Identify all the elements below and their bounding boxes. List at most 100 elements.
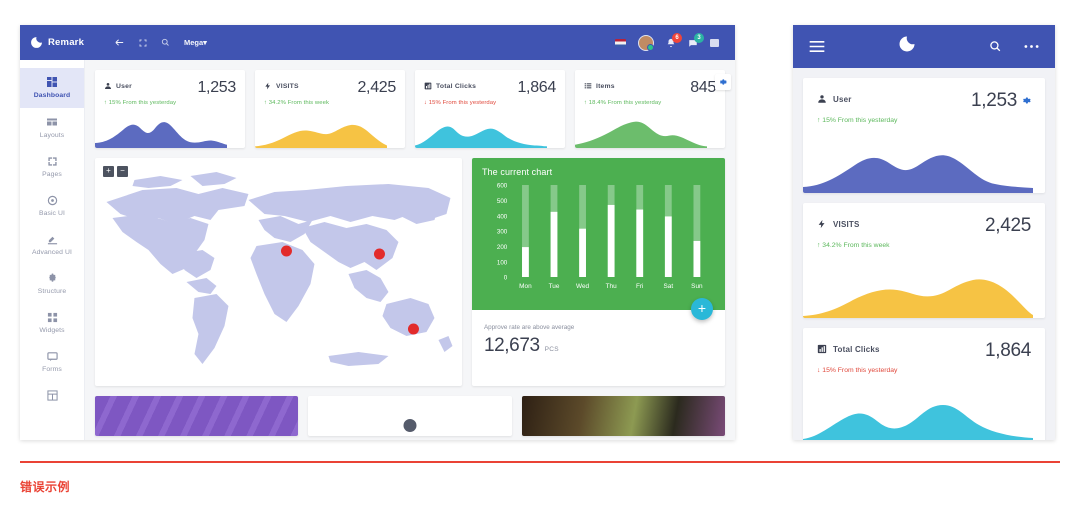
stat-card-value: 1,864: [517, 79, 556, 96]
stat-card-change: ↑ 34.2% From this week: [264, 100, 330, 106]
stat-card-value: 1,253: [197, 79, 236, 96]
mega-menu-label: Mega: [184, 38, 204, 47]
advanced-ui-icon: [47, 234, 58, 245]
mobile-card-value: 1,864: [984, 340, 1031, 361]
arrow-left-icon[interactable]: [114, 37, 125, 48]
moon-logo-icon: [31, 37, 42, 48]
palette-icon: [47, 195, 58, 206]
bell-icon[interactable]: 6: [666, 32, 682, 48]
white-avatar-card[interactable]: [308, 396, 512, 436]
stat-card-user[interactable]: User 1,253 ↑ 15% From this yesterday: [95, 70, 245, 148]
bar-chart-icon: [817, 344, 827, 354]
list-icon: [584, 82, 592, 90]
purple-striped-card[interactable]: [95, 396, 299, 436]
stat-card-visits[interactable]: VISITS 2,425 ↑ 34.2% From this week: [255, 70, 405, 148]
search-icon[interactable]: [161, 38, 170, 47]
desktop-content: User 1,253 ↑ 15% From this yesterday: [85, 60, 735, 440]
world-map: [106, 172, 453, 366]
chart-title: The current chart: [481, 167, 553, 177]
svg-text:200: 200: [497, 244, 508, 251]
mobile-card-value: 1,253: [970, 90, 1017, 111]
puzzle-icon: [47, 273, 58, 284]
marker-north-america: [280, 245, 292, 257]
sidebar-item-dashboard[interactable]: Dashboard: [20, 68, 84, 108]
brand-name: Remark: [48, 37, 85, 48]
stat-card-title: User: [116, 82, 132, 90]
user-icon: [104, 82, 112, 90]
sidebar-item-label: Structure: [37, 288, 67, 295]
stat-card-title: Items: [596, 82, 615, 90]
hamburger-menu-icon[interactable]: [809, 40, 825, 53]
flag-icon[interactable]: [615, 38, 626, 47]
expand-icon[interactable]: [139, 39, 147, 47]
stat-card-change: ↓ 15% From this yesterday: [424, 100, 497, 106]
mobile-dashboard-mock: User 1,253 ↑ 15% From this yesterday: [793, 25, 1055, 440]
bottom-card-row: [95, 396, 725, 436]
sidebar-item-label: Advanced UI: [31, 249, 73, 256]
mobile-card-visits[interactable]: VISITS 2,425 ↑ 34.2% From this week: [803, 203, 1045, 318]
pages-expand-icon: [47, 156, 58, 167]
bolt-icon: [817, 219, 827, 229]
avatar[interactable]: [638, 34, 654, 51]
mid-row: + −: [95, 158, 725, 386]
stat-card-items[interactable]: Items 845 ↑ 18.4% From this yesterday: [575, 70, 725, 148]
map-zoom-in-button[interactable]: +: [103, 166, 114, 177]
sparkline-total-clicks: [803, 405, 1033, 440]
chevron-down-icon: ▾: [203, 38, 207, 47]
sparkline-user: [95, 122, 227, 148]
gear-icon[interactable]: [1022, 90, 1031, 105]
layouts-icon: [46, 116, 58, 128]
desktop-topbar: Remark Mega▾: [20, 25, 735, 60]
svg-text:500: 500: [497, 198, 508, 205]
mobile-card-title: Total Clicks: [833, 344, 880, 354]
sidebar-item-pages[interactable]: Pages: [20, 148, 84, 187]
sidebar-item-widgets[interactable]: Widgets: [20, 304, 84, 343]
stat-card-value: 845: [690, 79, 716, 96]
sidebar-item-label: Pages: [42, 171, 62, 178]
sidebar-item-basic-ui[interactable]: Basic UI: [20, 187, 84, 226]
search-icon[interactable]: [989, 40, 1002, 53]
sidebar-item-tables[interactable]: [20, 382, 84, 414]
more-horizontal-icon[interactable]: [1024, 44, 1039, 49]
sidebar-item-label: Widgets: [39, 327, 65, 334]
svg-text:600: 600: [497, 183, 508, 190]
plus-icon[interactable]: +: [691, 298, 713, 320]
chart-footer-value: 12,673: [483, 335, 540, 356]
sidebar-item-forms[interactable]: Forms: [20, 343, 84, 382]
sidebar-item-structure[interactable]: Structure: [20, 265, 84, 304]
message-icon[interactable]: 3: [688, 32, 704, 48]
sidebar-item-layouts[interactable]: Layouts: [20, 108, 84, 148]
topbar-nav-icons: Mega▾: [114, 37, 207, 48]
gear-icon[interactable]: [715, 74, 731, 90]
sidebar-item-label: Basic UI: [38, 210, 66, 217]
map-zoom-out-button[interactable]: −: [117, 166, 128, 177]
svg-text:Sun: Sun: [691, 283, 703, 290]
svg-text:400: 400: [497, 213, 508, 220]
forms-icon: [46, 351, 58, 362]
mobile-card-user[interactable]: User 1,253 ↑ 15% From this yesterday: [803, 78, 1045, 193]
brand[interactable]: Remark: [30, 36, 102, 49]
mobile-card-title: VISITS: [833, 219, 860, 229]
window-icon[interactable]: [710, 38, 719, 47]
table-icon: [46, 390, 58, 401]
dashboard-grid-icon: [46, 76, 58, 88]
world-map-card[interactable]: + −: [95, 158, 462, 386]
caption-label: 错误示例: [20, 480, 71, 494]
desktop-dashboard-mock: Remark Mega▾: [20, 25, 735, 440]
mega-menu[interactable]: Mega▾: [184, 38, 207, 47]
mobile-card-total-clicks[interactable]: Total Clicks 1,864 ↓ 15% From this yeste…: [803, 328, 1045, 440]
stat-card-title: Total Clicks: [436, 82, 477, 90]
photo-card[interactable]: [521, 396, 725, 436]
mobile-topbar: [793, 25, 1055, 68]
mobile-card-title: User: [833, 94, 852, 104]
sparkline-total-clicks: [415, 126, 547, 148]
svg-text:Wed: Wed: [576, 283, 589, 290]
mobile-card-change: ↓ 15% From this yesterday: [817, 367, 898, 374]
map-zoom-controls: + −: [103, 166, 128, 177]
sidebar: Dashboard Layouts Pages: [20, 60, 85, 440]
stat-card-total-clicks[interactable]: Total Clicks 1,864 ↓ 15% From this yeste…: [415, 70, 565, 148]
bell-badge: 6: [672, 32, 682, 43]
svg-text:300: 300: [497, 229, 508, 236]
sidebar-item-advanced-ui[interactable]: Advanced UI: [20, 226, 84, 265]
